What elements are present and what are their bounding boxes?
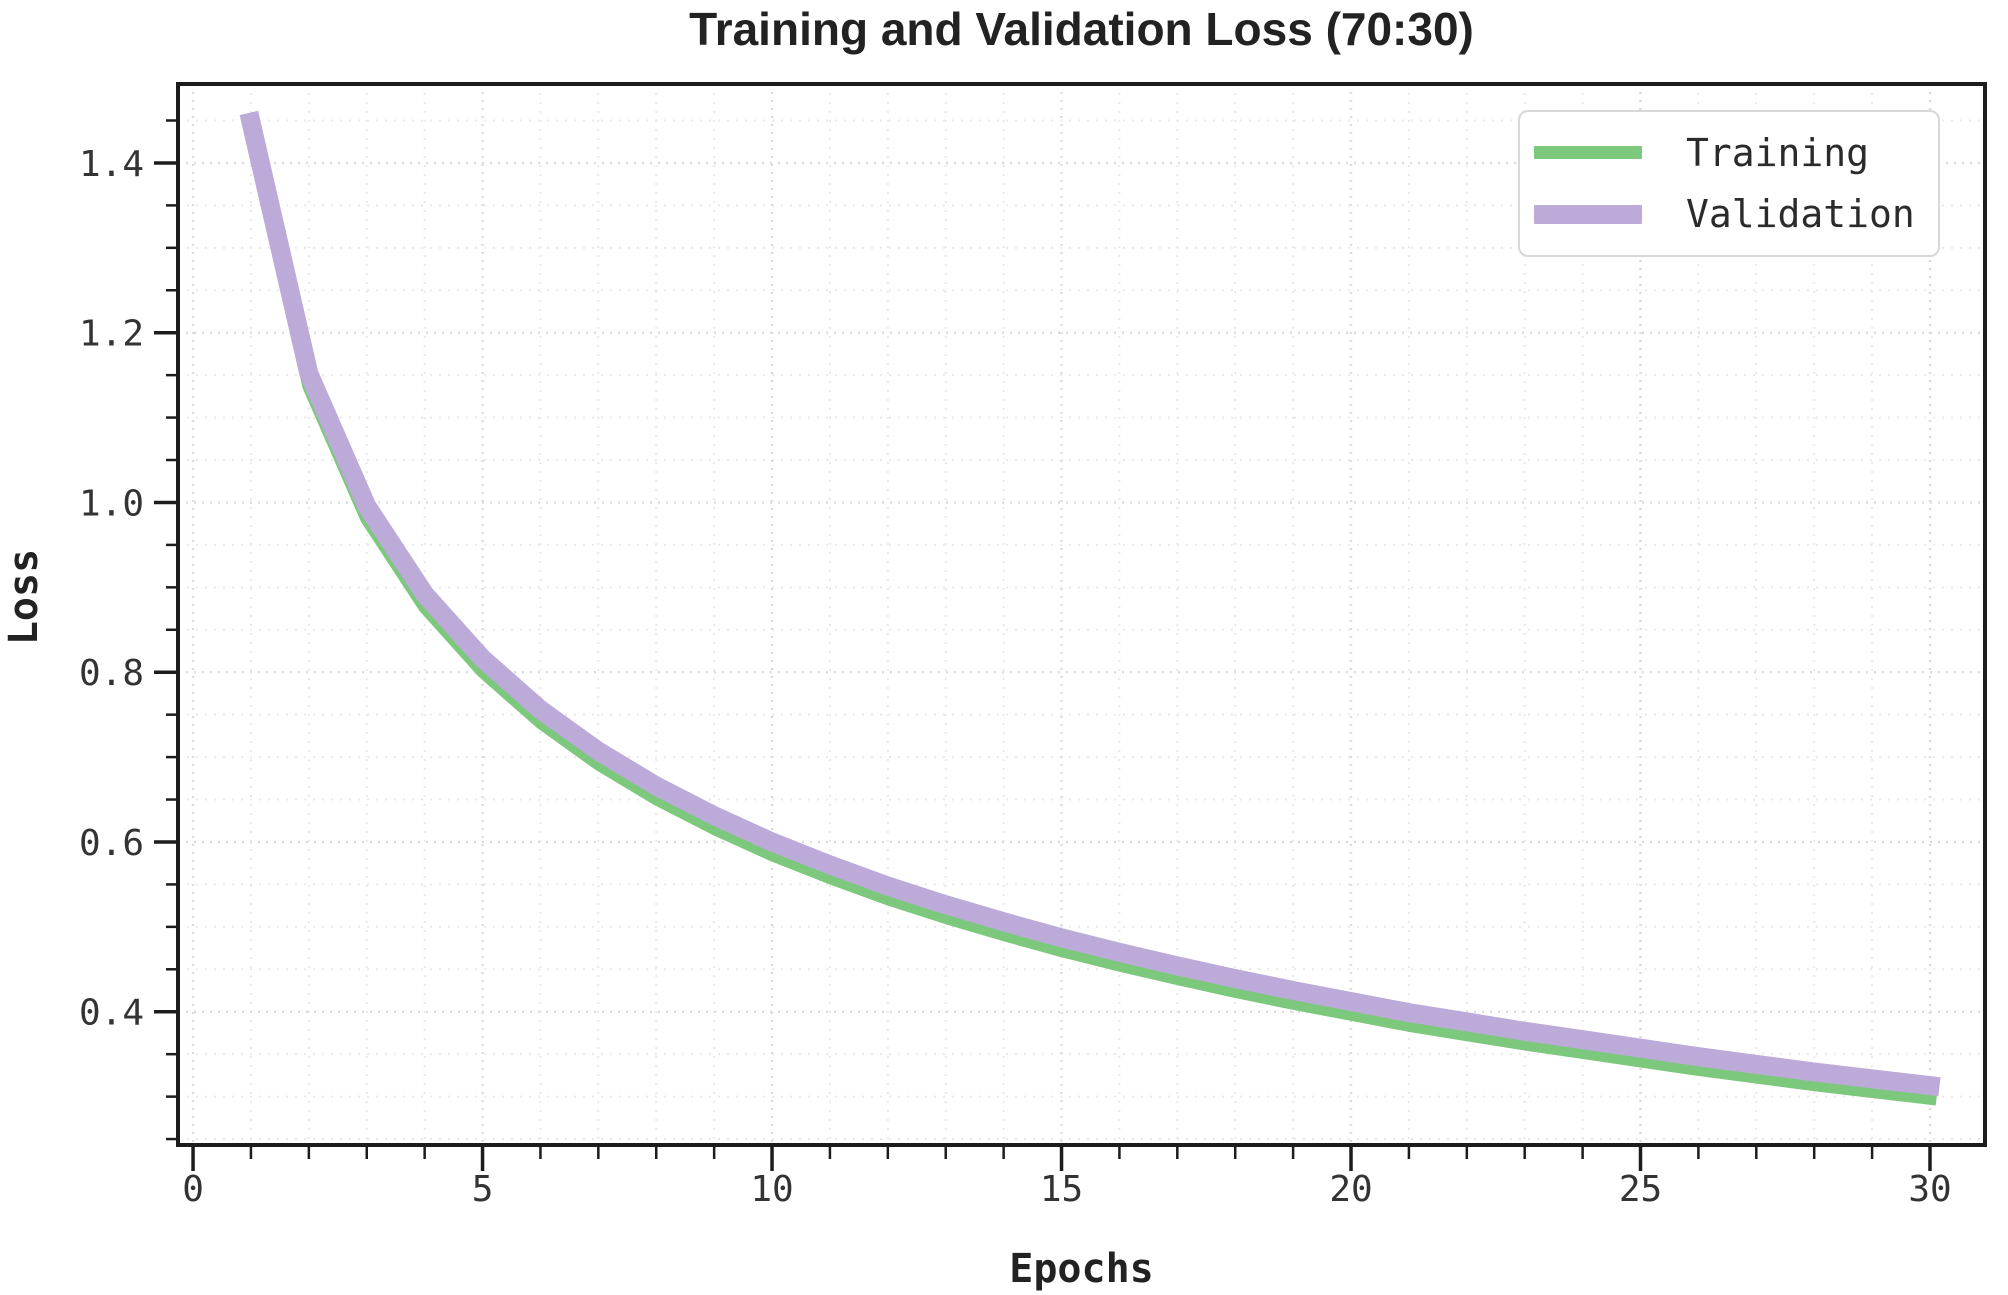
- x-tick-label: 15: [1040, 1169, 1083, 1210]
- x-axis-label: Epochs: [1009, 1246, 1154, 1292]
- x-tick-label: 20: [1329, 1169, 1372, 1210]
- legend: Training Validation: [1518, 110, 1940, 257]
- y-tick-label: 0.8: [79, 653, 144, 694]
- x-tick-label: 0: [182, 1169, 204, 1210]
- y-tick-label: 0.4: [79, 993, 144, 1034]
- x-tick-label: 30: [1908, 1169, 1951, 1210]
- y-tick-label: 1.4: [79, 144, 144, 185]
- x-tick-label: 25: [1619, 1169, 1662, 1210]
- y-axis-label: Loss: [1, 548, 47, 646]
- axes-spines: [176, 82, 1987, 1147]
- x-tick-label: 10: [750, 1169, 793, 1210]
- legend-label-validation: Validation: [1686, 192, 1915, 237]
- y-tick-label: 0.6: [79, 823, 144, 864]
- y-tick-label: 1.2: [79, 314, 144, 355]
- legend-label-training: Training: [1686, 130, 1870, 175]
- x-tick-label: 5: [472, 1169, 494, 1210]
- training-line-swatch: [1534, 146, 1642, 160]
- chart-title: Training and Validation Loss (70:30): [689, 3, 1474, 55]
- legend-item-training: Training: [1534, 131, 1922, 175]
- validation-line-swatch: [1534, 204, 1642, 224]
- validation-line: [239, 110, 1941, 1097]
- training-line: [243, 125, 1938, 1106]
- legend-item-validation: Validation: [1534, 192, 1922, 236]
- y-tick-label: 1.0: [79, 483, 144, 524]
